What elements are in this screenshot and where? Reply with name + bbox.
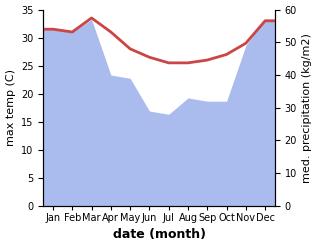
Y-axis label: med. precipitation (kg/m2): med. precipitation (kg/m2)	[302, 33, 313, 183]
X-axis label: date (month): date (month)	[113, 228, 205, 242]
Y-axis label: max temp (C): max temp (C)	[5, 69, 16, 146]
